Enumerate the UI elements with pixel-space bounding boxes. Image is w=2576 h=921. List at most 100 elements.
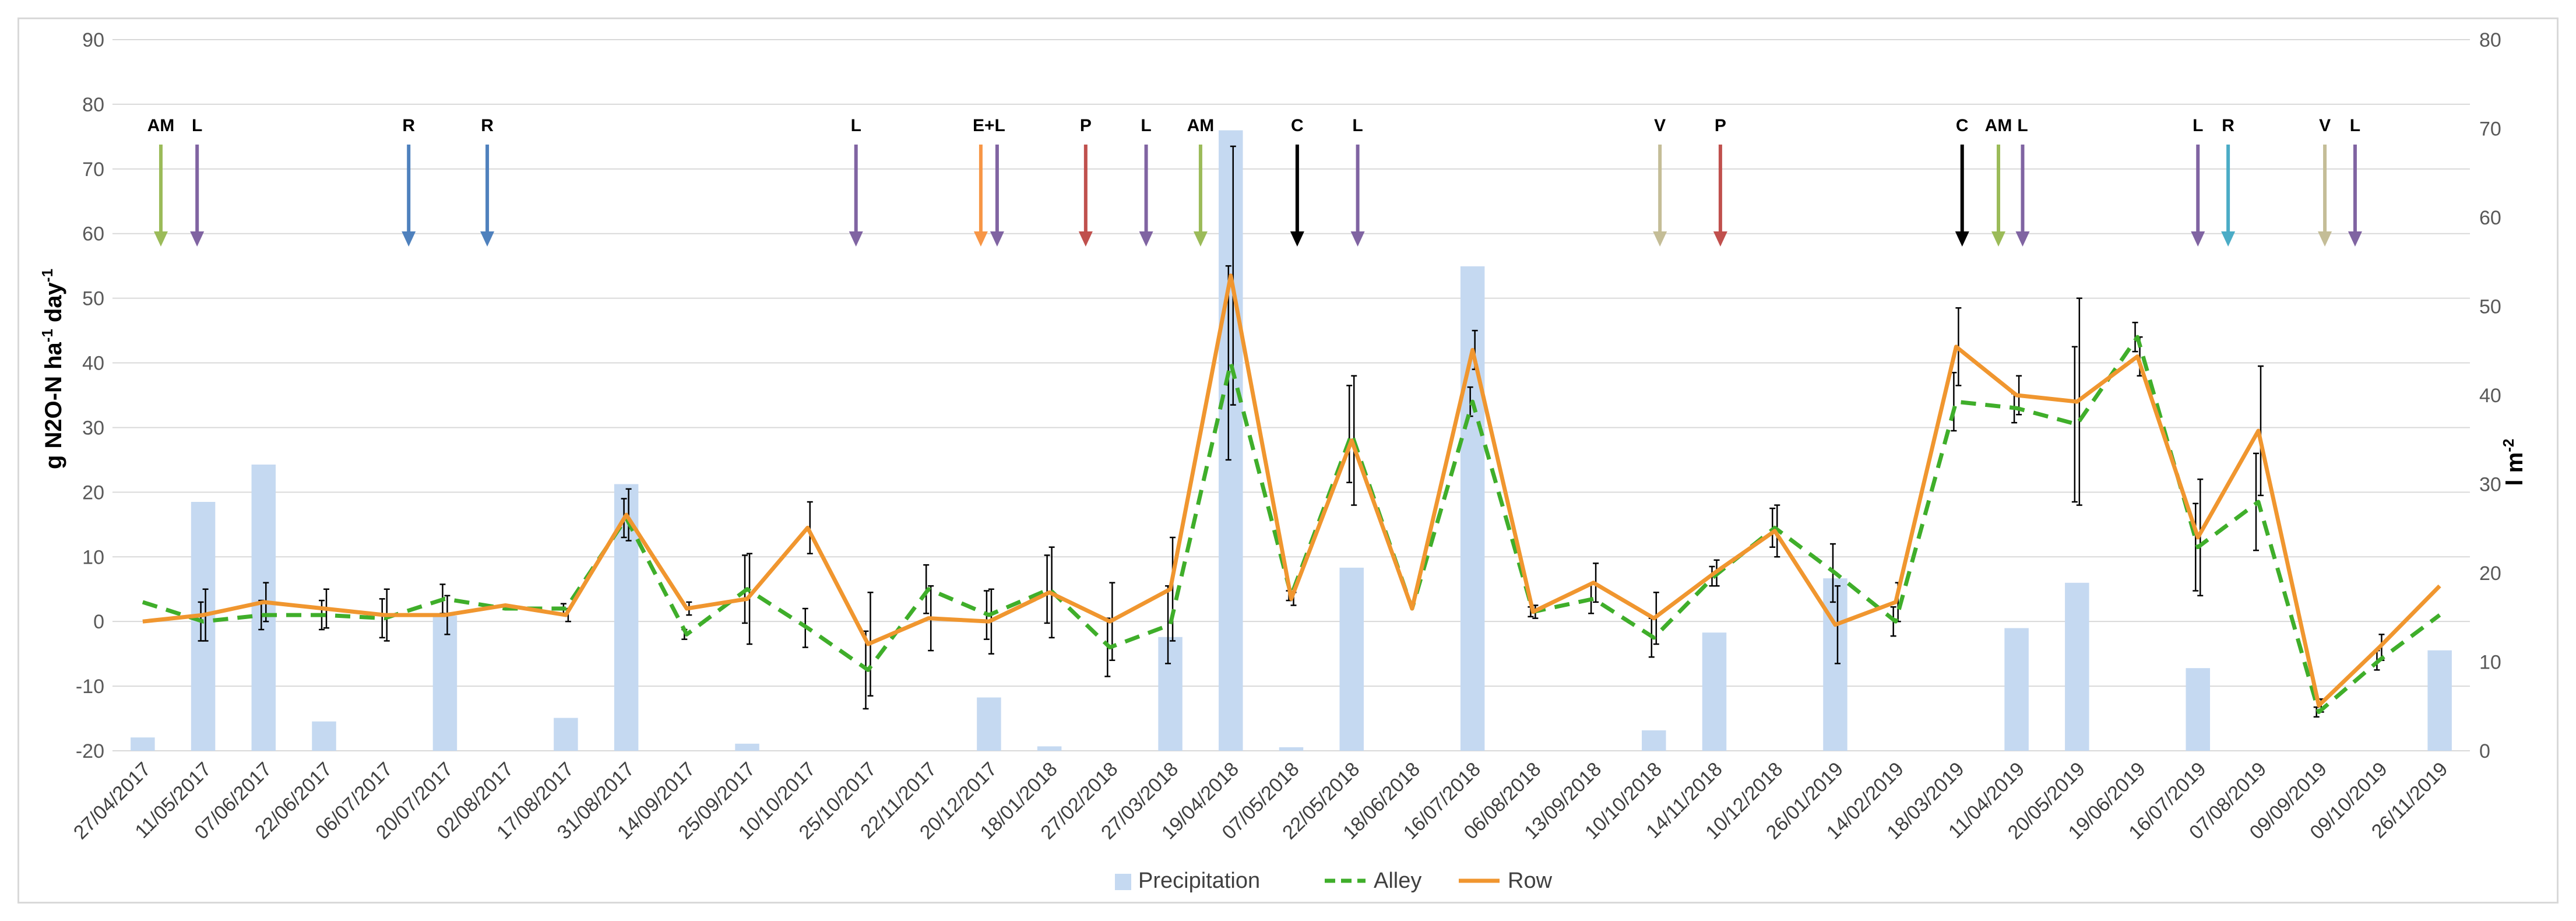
precipitation-bar bbox=[735, 743, 759, 751]
y-right-tick-label: 20 bbox=[2479, 563, 2501, 585]
y-right-tick-label: 0 bbox=[2479, 740, 2490, 762]
marker-label: R bbox=[481, 116, 494, 135]
marker-arrow-head bbox=[1955, 231, 1969, 247]
alley-line bbox=[142, 335, 2441, 714]
marker-label: R bbox=[2222, 116, 2234, 135]
series-lines bbox=[142, 273, 2441, 714]
marker-label: L bbox=[1352, 116, 1363, 135]
precipitation-bar bbox=[1037, 746, 1062, 751]
precipitation-bar bbox=[554, 718, 578, 751]
marker-arrow-head bbox=[1653, 231, 1667, 247]
precipitation-bar bbox=[1460, 266, 1485, 751]
marker-arrow-head bbox=[2221, 231, 2236, 247]
marker-arrow-head bbox=[1193, 231, 1208, 247]
precipitation-bar bbox=[1642, 730, 1666, 751]
marker-arrow-head bbox=[1139, 231, 1153, 247]
marker-arrow-head bbox=[990, 231, 1004, 247]
marker-label: L bbox=[851, 116, 861, 135]
legend-label-alley: Alley bbox=[1374, 869, 1421, 893]
precipitation-bar bbox=[1339, 567, 1364, 751]
y-left-tick-label: -10 bbox=[76, 676, 104, 698]
marker-label: V bbox=[2319, 116, 2331, 135]
marker-arrow-head bbox=[849, 231, 863, 247]
y-left-tick-label: 90 bbox=[82, 29, 104, 51]
y-left-tick-label: 60 bbox=[82, 223, 104, 245]
marker-label: L bbox=[2350, 116, 2360, 135]
marker-arrow-head bbox=[1350, 231, 1365, 247]
marker-label: P bbox=[1715, 116, 1726, 135]
precipitation-bar bbox=[1702, 632, 1727, 751]
marker-label: C bbox=[1956, 116, 1969, 135]
y-right-tick-label: 70 bbox=[2479, 118, 2501, 140]
marker-label: C bbox=[1291, 116, 1304, 135]
marker-arrow-head bbox=[402, 231, 416, 247]
marker-arrow-head bbox=[973, 231, 988, 247]
y-left-tick-label: 30 bbox=[82, 417, 104, 439]
y-right-tick-label: 10 bbox=[2479, 652, 2501, 674]
marker-label: L bbox=[1141, 116, 1151, 135]
marker-arrow-head bbox=[190, 231, 205, 247]
marker-label: V bbox=[1654, 116, 1666, 135]
y-axis-left: -20 -10 0 10 20 30 40 50 60 70 80 90 bbox=[76, 29, 104, 762]
marker-label: P bbox=[1080, 116, 1092, 135]
marker-arrow-head bbox=[1991, 231, 2005, 247]
precipitation-bar bbox=[1279, 747, 1304, 751]
precipitation-bar bbox=[1158, 637, 1183, 751]
marker-label: R bbox=[402, 116, 415, 135]
marker-label: L bbox=[2193, 116, 2203, 135]
marker-arrow-head bbox=[2191, 231, 2205, 247]
y-right-tick-label: 30 bbox=[2479, 474, 2501, 496]
precipitation-bar bbox=[1219, 130, 1243, 751]
marker-arrow-head bbox=[1713, 231, 1727, 247]
legend: Precipitation Alley Row bbox=[1115, 869, 1553, 893]
y-axis-left-label: g N2O-N ha-1 day-1 bbox=[38, 269, 66, 469]
marker-arrow-head bbox=[1078, 231, 1093, 247]
legend-label-row: Row bbox=[1508, 869, 1553, 893]
precipitation-bar bbox=[1823, 578, 1847, 751]
marker-label: L bbox=[192, 116, 202, 135]
marker-arrow-head bbox=[2318, 231, 2332, 247]
marker-label: AM bbox=[147, 116, 175, 135]
marker-arrow-head bbox=[2348, 231, 2362, 247]
n2o-chart: -20 -10 0 10 20 30 40 50 60 70 80 90 0 10 20 30 40 50 60 7… bbox=[38, 29, 2528, 893]
y-left-tick-label: 70 bbox=[82, 159, 104, 181]
precipitation-bar bbox=[312, 721, 336, 751]
y-right-tick-label: 40 bbox=[2479, 385, 2501, 407]
y-left-tick-label: 10 bbox=[82, 546, 104, 568]
chart-frame: -20 -10 0 10 20 30 40 50 60 70 80 90 0 10 20 30 40 50 60 7… bbox=[17, 17, 2559, 904]
precipitation-bar bbox=[432, 616, 458, 751]
legend-label-precipitation: Precipitation bbox=[1138, 869, 1260, 893]
y-left-tick-label: 0 bbox=[93, 611, 104, 633]
marker-label: L bbox=[2017, 116, 2028, 135]
marker-arrow-head bbox=[2015, 231, 2030, 247]
marker-label: E+L bbox=[973, 116, 1005, 135]
marker-arrow-head bbox=[480, 231, 495, 247]
precipitation-bar bbox=[191, 502, 216, 751]
precipitation-bar bbox=[131, 737, 155, 751]
marker-arrow-head bbox=[1290, 231, 1304, 247]
precipitation-bars bbox=[131, 130, 2452, 751]
precipitation-bar bbox=[2427, 650, 2452, 751]
precipitation-bar bbox=[2004, 628, 2029, 751]
precipitation-bar bbox=[2186, 668, 2211, 751]
precipitation-bar bbox=[2065, 582, 2089, 751]
marker-label: AM bbox=[1187, 116, 1215, 135]
x-axis: 27/04/201711/05/201707/06/201722/06/2017… bbox=[69, 758, 2452, 843]
y-right-tick-label: 80 bbox=[2479, 29, 2501, 51]
y-left-tick-label: 20 bbox=[82, 481, 104, 504]
legend-swatch-precipitation bbox=[1115, 874, 1131, 890]
management-markers: AM L R R L E+L P L AM C L V P C AM L L R V L bbox=[147, 116, 2362, 247]
y-left-tick-label: 80 bbox=[82, 94, 104, 116]
y-left-tick-label: -20 bbox=[76, 740, 104, 762]
marker-label: AM bbox=[1985, 116, 2012, 135]
row-line bbox=[142, 273, 2441, 708]
y-left-tick-label: 40 bbox=[82, 353, 104, 375]
y-axis-right-label: l m-2 bbox=[2500, 439, 2528, 486]
gridlines bbox=[112, 39, 2470, 751]
precipitation-bar bbox=[614, 484, 639, 751]
y-right-tick-label: 50 bbox=[2479, 296, 2501, 318]
precipitation-bar bbox=[251, 464, 276, 751]
y-right-tick-label: 60 bbox=[2479, 207, 2501, 229]
y-left-tick-label: 50 bbox=[82, 288, 104, 310]
precipitation-bar bbox=[977, 697, 1001, 751]
